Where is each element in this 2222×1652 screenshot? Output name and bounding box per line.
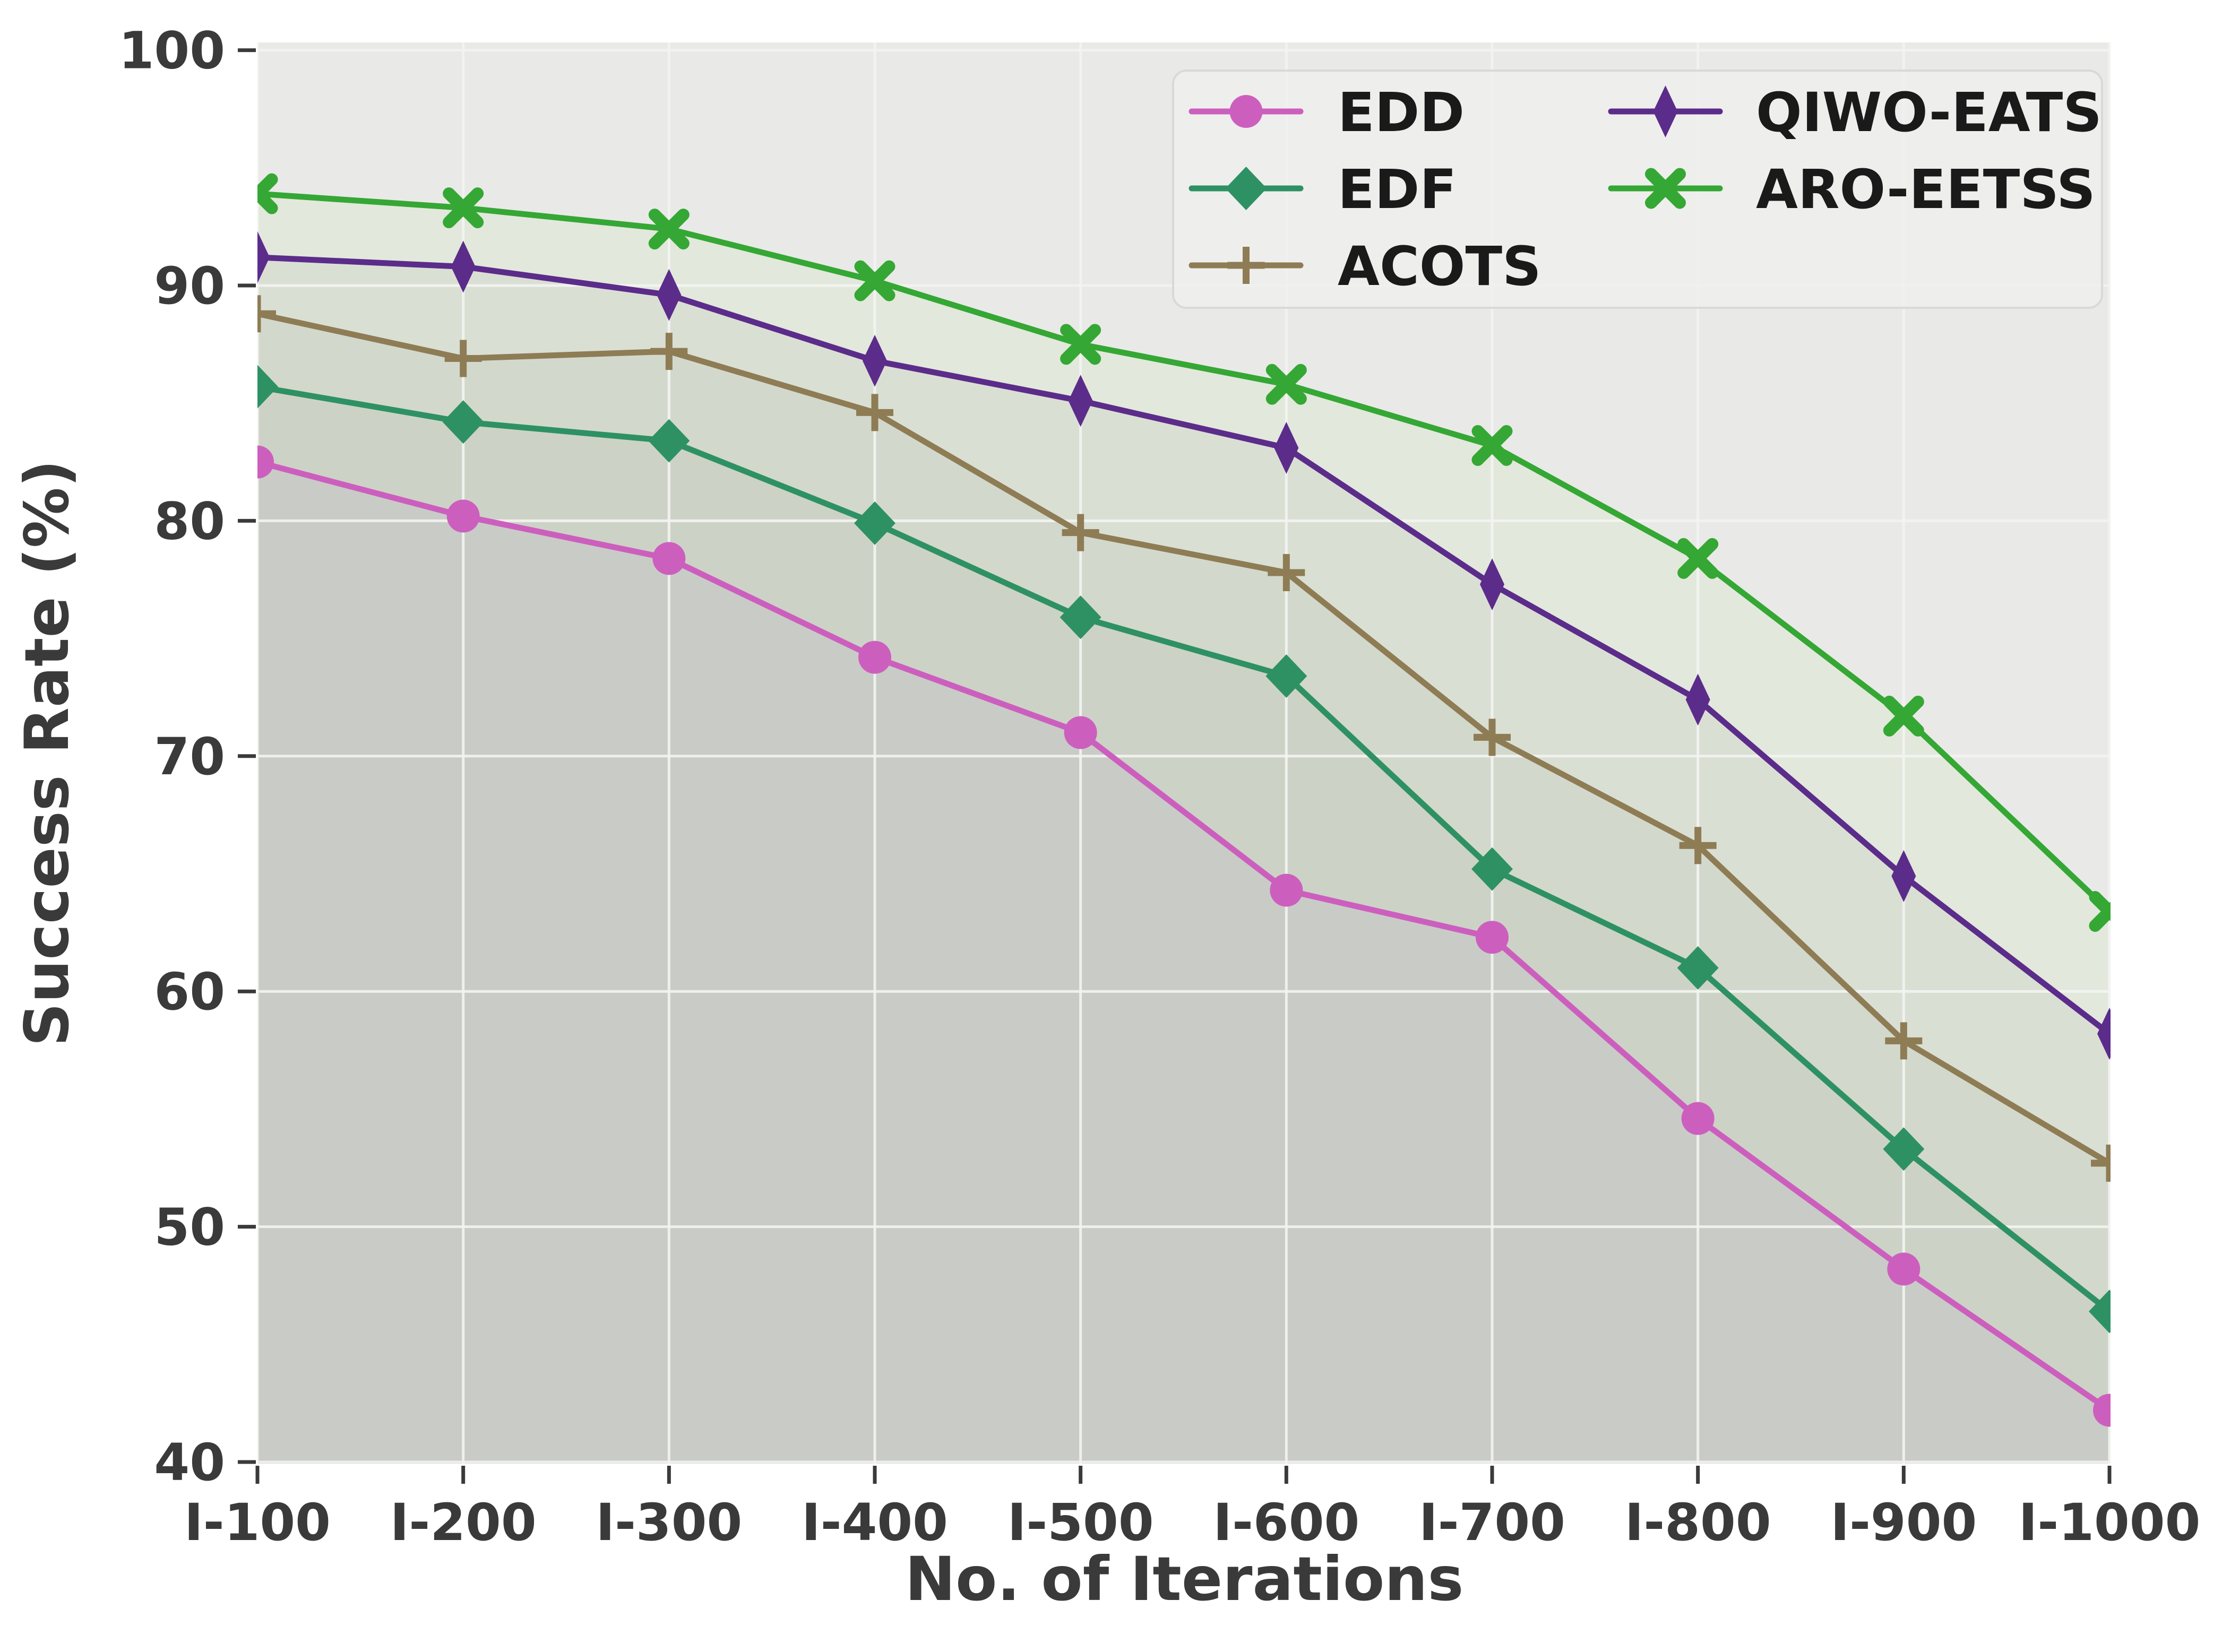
marker-circle — [1229, 95, 1263, 128]
area-fill-ARO-EETSS — [257, 194, 2109, 1034]
y-tick-label-90: 90 — [154, 256, 225, 316]
marker-diamond — [2089, 1290, 2111, 1334]
marker-x — [648, 209, 690, 250]
x-tick-label-I-300: I-300 — [596, 1493, 742, 1552]
y-tick-label-100: 100 — [119, 21, 225, 81]
marker-x — [257, 173, 278, 203]
legend-item-QIWO-EATS: QIWO-EATS — [1608, 81, 2102, 144]
series-line-EDF — [257, 384, 2111, 1314]
x-tick-label-I-400: I-400 — [802, 1493, 948, 1552]
legend-label-EDD: EDD — [1338, 81, 1465, 144]
area-fill-QIWO-EATS — [257, 257, 2109, 1163]
series-line-QIWO-EATS — [257, 254, 2111, 1037]
marker-diamond — [1677, 946, 1719, 990]
marker-x — [1677, 538, 1719, 579]
legend-label-ACOTS: ACOTS — [1338, 235, 1541, 298]
marker-circle — [446, 499, 480, 533]
x-tick-label-I-1000: I-1000 — [2019, 1493, 2201, 1552]
x-axis-title: No. of Iterations — [905, 1544, 1464, 1614]
x-tick-label-I-200: I-200 — [390, 1493, 537, 1552]
marker-thin-diamond — [1480, 558, 1504, 611]
marker-diamond — [1060, 595, 1101, 639]
marker-x — [1883, 695, 1924, 737]
area-fill-EDD — [257, 462, 2111, 1464]
marker-x — [1645, 168, 1686, 209]
marker-diamond — [1471, 847, 1513, 891]
series-EDF — [257, 365, 2111, 1334]
legend-label-ARO-EETSS: ARO-EETSS — [1756, 158, 2096, 221]
y-tick-label-80: 80 — [154, 491, 225, 551]
marker-x — [2089, 902, 2111, 932]
marker-diamond — [854, 501, 895, 545]
x-tick-label-I-700: I-700 — [1419, 1493, 1565, 1552]
marker-diamond — [257, 365, 278, 409]
y-axis-title: Success Rate (%) — [12, 460, 82, 1046]
legend-item-ACOTS: ACOTS — [1188, 235, 1541, 298]
legend-label-QIWO-EATS: QIWO-EATS — [1756, 81, 2102, 144]
marker-circle — [1887, 1252, 1920, 1286]
x-tick-label-I-900: I-900 — [1830, 1493, 1977, 1552]
series-ARO-EETSS — [257, 173, 2111, 932]
legend-item-ARO-EETSS: ARO-EETSS — [1608, 158, 2096, 221]
marker-x — [854, 260, 895, 301]
area-fill-ACOTS — [257, 314, 2109, 1312]
series-line-ARO-EETSS — [257, 191, 2111, 914]
y-tick-label-50: 50 — [154, 1198, 225, 1257]
marker-x — [1060, 324, 1101, 365]
marker-thin-diamond — [2097, 1008, 2111, 1060]
y-tick-label-70: 70 — [154, 727, 225, 786]
x-tick-label-I-500: I-500 — [1007, 1493, 1154, 1552]
series-EDD — [257, 445, 2111, 1427]
marker-x — [443, 187, 484, 229]
marker-thin-diamond — [1274, 421, 1299, 474]
marker-thin-diamond — [1685, 673, 1710, 726]
marker-circle — [1270, 873, 1303, 907]
marker-x — [1471, 425, 1513, 466]
marker-circle — [257, 445, 274, 479]
marker-circle — [652, 542, 686, 575]
legend-item-EDD: EDD — [1188, 81, 1465, 144]
legend-label-EDF: EDF — [1338, 158, 1457, 221]
series-line-ACOTS — [257, 310, 2111, 1166]
marker-thin-diamond — [863, 334, 887, 387]
x-tick-labels: I-100 I-200 I-300 I-400 I-500 I-600 I-700 I-800… — [184, 1493, 2200, 1552]
marker-circle — [1476, 921, 1509, 954]
marker-x — [257, 185, 278, 214]
y-tick-labels: 40 50 60 70 80 90 100 — [119, 21, 225, 1492]
gridlines — [257, 42, 2111, 1464]
x-tick-label-I-800: I-800 — [1625, 1493, 1771, 1552]
legend: EDD EDF ACOTS QIWO-EATS ARO-EETSS — [1172, 70, 2103, 309]
axis-ticks — [238, 48, 2112, 1484]
series-QIWO-EATS — [257, 231, 2111, 1060]
series-lines — [257, 173, 2111, 1427]
area-fills — [257, 194, 2111, 1464]
marker-diamond — [1883, 1127, 1925, 1171]
marker-circle — [1064, 716, 1097, 749]
marker-circle — [858, 641, 891, 674]
marker-diamond — [442, 400, 484, 444]
series-ACOTS — [257, 295, 2111, 1182]
marker-thin-diamond — [257, 231, 270, 283]
legend-item-EDF: EDF — [1188, 158, 1457, 221]
marker-thin-diamond — [1653, 85, 1678, 137]
marker-circle — [2093, 1394, 2111, 1427]
marker-diamond — [1225, 167, 1267, 210]
marker-thin-diamond — [657, 269, 682, 321]
marker-diamond — [648, 419, 690, 463]
marker-x — [1265, 364, 1307, 405]
x-tick-label-I-100: I-100 — [184, 1493, 331, 1552]
y-tick-label-40: 40 — [154, 1433, 225, 1492]
marker-circle — [1681, 1102, 1715, 1135]
marker-diamond — [1265, 654, 1307, 698]
marker-thin-diamond — [1891, 850, 1916, 902]
marker-thin-diamond — [1068, 375, 1093, 427]
x-tick-label-I-600: I-600 — [1213, 1493, 1359, 1552]
marker-thin-diamond — [451, 240, 476, 293]
series-line-EDD — [257, 459, 2111, 1413]
area-fill-EDF — [257, 386, 2109, 1411]
y-tick-label-60: 60 — [154, 962, 225, 1022]
